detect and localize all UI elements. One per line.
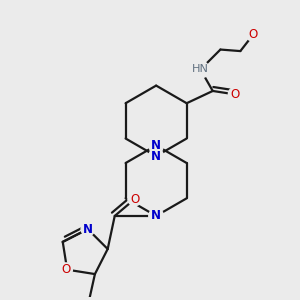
Circle shape (128, 192, 141, 206)
Text: N: N (151, 150, 161, 163)
Text: O: O (230, 88, 240, 100)
Circle shape (81, 222, 94, 236)
Circle shape (149, 149, 164, 164)
Text: N: N (83, 223, 93, 236)
Circle shape (192, 61, 209, 78)
Text: O: O (61, 263, 70, 276)
Text: HN: HN (192, 64, 209, 74)
Text: O: O (130, 193, 139, 206)
Circle shape (149, 208, 164, 223)
Text: N: N (151, 139, 161, 152)
Text: N: N (151, 209, 161, 222)
Text: O: O (248, 28, 257, 41)
Circle shape (228, 87, 242, 101)
Circle shape (59, 263, 72, 276)
Circle shape (149, 138, 164, 153)
Circle shape (246, 28, 260, 41)
